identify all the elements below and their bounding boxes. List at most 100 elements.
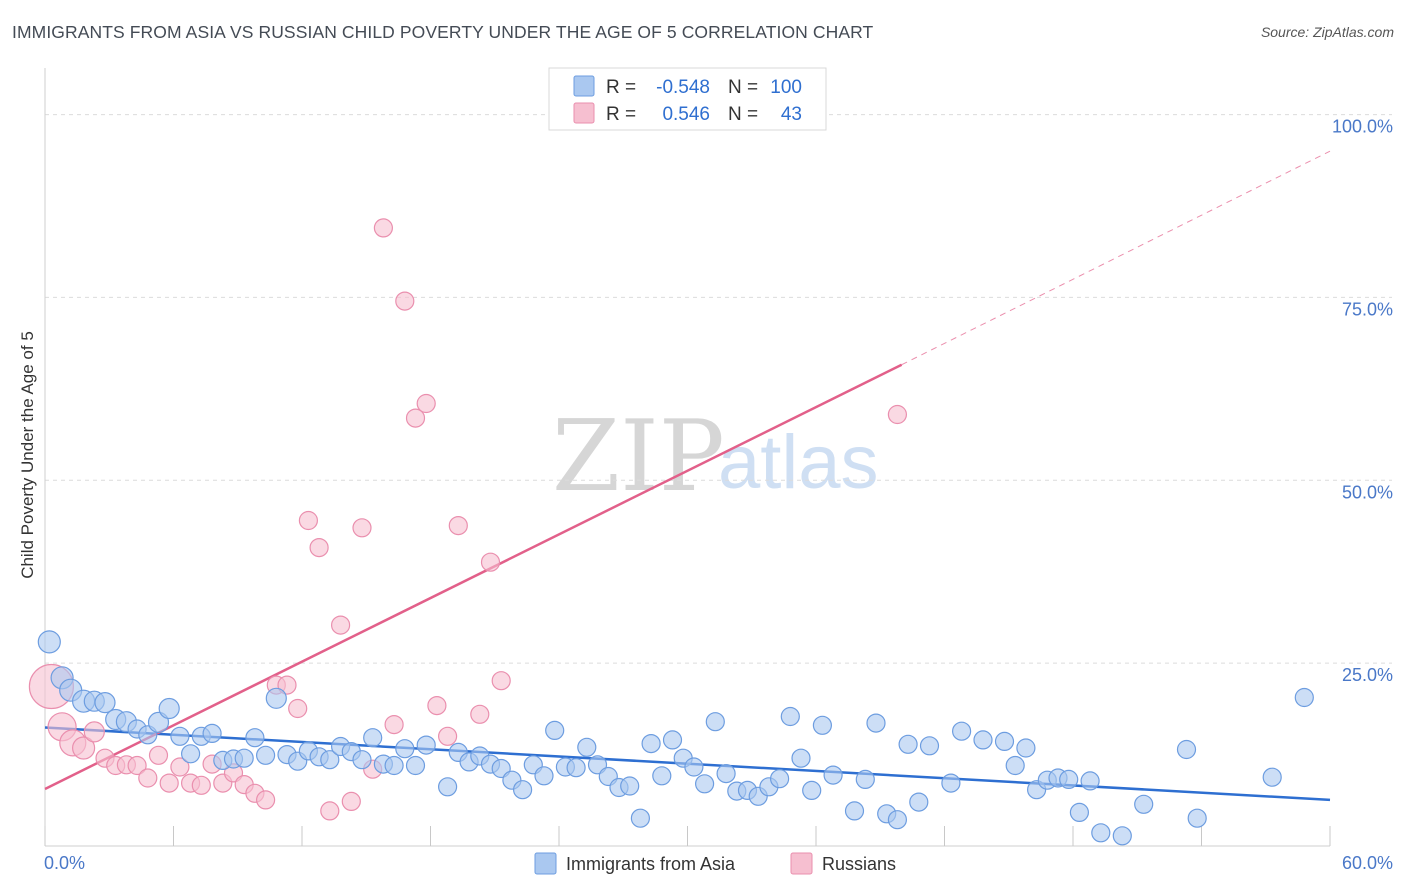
asia-point[interactable] — [630, 808, 651, 828]
russians-point[interactable] — [138, 768, 158, 788]
asia-point[interactable] — [245, 728, 265, 748]
asia-point[interactable] — [405, 755, 426, 776]
asia-point[interactable] — [94, 691, 116, 714]
asia-point[interactable] — [1080, 771, 1100, 791]
asia-point[interactable] — [416, 735, 436, 755]
asia-point[interactable] — [1091, 823, 1111, 843]
russians-point[interactable] — [405, 408, 426, 428]
russians-point[interactable] — [309, 537, 329, 558]
asia-point[interactable] — [363, 728, 383, 748]
russians-point[interactable] — [373, 218, 393, 238]
series-legend-label-russians[interactable]: Russians — [822, 854, 896, 874]
asia-point[interactable] — [566, 758, 586, 778]
asia-point[interactable] — [352, 750, 372, 770]
y-tick-label: 25.0% — [1342, 665, 1393, 685]
legend-r-value-asia: -0.548 — [656, 77, 710, 98]
russians-point[interactable] — [288, 698, 308, 719]
asia-point[interactable] — [823, 765, 843, 785]
asia-point[interactable] — [887, 810, 908, 830]
asia-point[interactable] — [791, 748, 811, 768]
asia-point[interactable] — [951, 721, 972, 741]
russians-point[interactable] — [148, 745, 169, 765]
russians-point[interactable] — [427, 695, 447, 716]
asia-point[interactable] — [1187, 808, 1207, 828]
asia-point[interactable] — [802, 780, 822, 801]
asia-point[interactable] — [780, 706, 800, 727]
asia-point[interactable] — [919, 736, 940, 756]
asia-point[interactable] — [256, 745, 276, 765]
asia-point[interactable] — [158, 697, 180, 720]
asia-point[interactable] — [170, 726, 190, 746]
asia-point[interactable] — [1059, 769, 1079, 790]
asia-point[interactable] — [438, 777, 458, 797]
asia-point[interactable] — [898, 734, 918, 754]
russians-point[interactable] — [448, 515, 468, 536]
asia-point[interactable] — [652, 766, 672, 786]
asia-point[interactable] — [1176, 739, 1197, 760]
asia-point[interactable] — [320, 750, 340, 770]
asia-point[interactable] — [994, 731, 1015, 752]
y-axis-label: Child Poverty Under the Age of 5 — [18, 331, 37, 579]
asia-point[interactable] — [1016, 738, 1036, 758]
russians-point[interactable] — [438, 726, 458, 746]
asia-point[interactable] — [705, 712, 725, 732]
asia-point[interactable] — [855, 769, 875, 790]
russians-point[interactable] — [395, 291, 415, 311]
russians-point[interactable] — [887, 404, 908, 425]
russians-point[interactable] — [341, 791, 361, 812]
asia-point[interactable] — [384, 755, 404, 776]
russians-point[interactable] — [331, 615, 351, 635]
asia-point[interactable] — [265, 687, 287, 709]
asia-point[interactable] — [941, 773, 961, 793]
russians-point[interactable] — [83, 721, 105, 743]
asia-point[interactable] — [812, 715, 833, 735]
asia-point[interactable] — [662, 730, 683, 750]
russians-point[interactable] — [256, 790, 276, 810]
asia-point[interactable] — [973, 730, 993, 750]
russians-point[interactable] — [277, 675, 297, 695]
russians-point[interactable] — [352, 518, 372, 538]
series-legend-swatch-asia[interactable] — [534, 852, 557, 875]
asia-point[interactable] — [716, 763, 736, 784]
asia-point[interactable] — [641, 733, 661, 754]
y-tick-label: 75.0% — [1342, 299, 1393, 319]
asia-point[interactable] — [694, 774, 715, 794]
series-legend: Immigrants from Asia Russians — [534, 852, 896, 875]
russians-point[interactable] — [491, 671, 511, 691]
asia-point[interactable] — [37, 630, 61, 654]
asia-point[interactable] — [684, 757, 704, 777]
russians-point[interactable] — [480, 552, 501, 572]
asia-point[interactable] — [234, 748, 254, 768]
asia-point[interactable] — [395, 739, 415, 759]
asia-point[interactable] — [769, 769, 790, 789]
russians-point[interactable] — [416, 393, 436, 414]
asia-point[interactable] — [1005, 755, 1025, 776]
asia-point[interactable] — [620, 776, 640, 796]
russians-point[interactable] — [384, 714, 404, 735]
x-tick-label: 60.0% — [1342, 853, 1393, 873]
asia-point[interactable] — [866, 713, 886, 733]
asia-point[interactable] — [202, 723, 222, 744]
russians-point[interactable] — [71, 736, 96, 760]
asia-point[interactable] — [844, 801, 865, 821]
asia-point[interactable] — [534, 766, 554, 786]
asia-point[interactable] — [1112, 826, 1132, 846]
asia-point[interactable] — [909, 792, 929, 812]
series-legend-swatch-russians[interactable] — [790, 852, 813, 875]
asia-point[interactable] — [181, 744, 201, 764]
asia-point[interactable] — [545, 720, 565, 741]
asia-point[interactable] — [1134, 794, 1154, 814]
russians-point[interactable] — [170, 757, 190, 777]
russians-point[interactable] — [159, 773, 179, 793]
russians-point[interactable] — [191, 775, 211, 795]
russians-point[interactable] — [320, 801, 340, 821]
russians-point[interactable] — [470, 704, 490, 724]
asia-point[interactable] — [1262, 767, 1282, 787]
asia-point[interactable] — [512, 780, 533, 800]
asia-point[interactable] — [577, 737, 597, 757]
russians-point[interactable] — [127, 755, 147, 776]
russians-point[interactable] — [298, 510, 318, 531]
asia-point[interactable] — [1069, 802, 1090, 823]
asia-point[interactable] — [1294, 687, 1314, 708]
series-legend-label-asia[interactable]: Immigrants from Asia — [566, 854, 736, 874]
